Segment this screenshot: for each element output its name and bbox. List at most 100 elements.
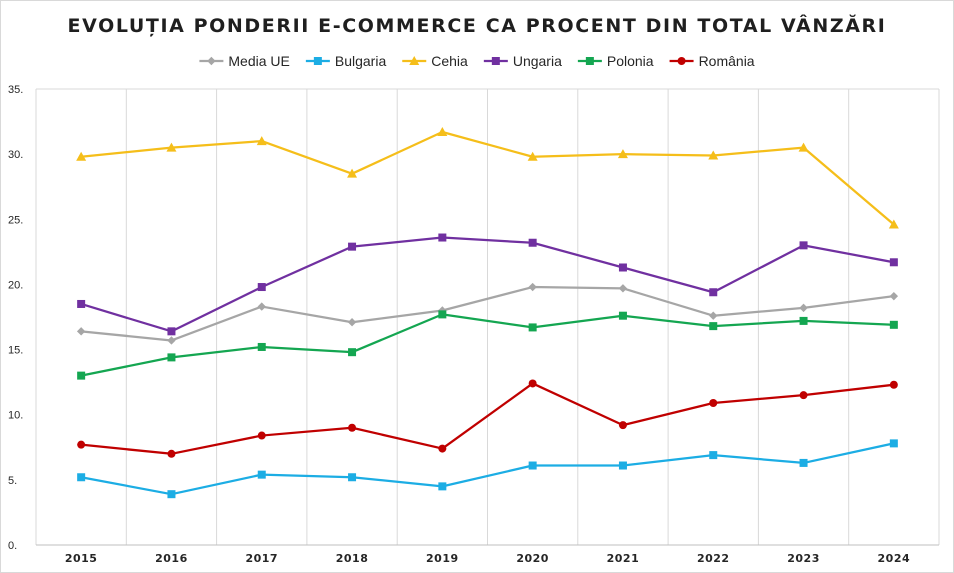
data-point-ungaria	[438, 233, 447, 242]
data-point-polonia	[528, 323, 537, 332]
axes: 0. 5. 10. 15. 20. 25. 30. 35. 2015 2016 2017 2018 20…	[8, 84, 939, 565]
x-tick-label: 2017	[245, 552, 278, 565]
x-tick-label: 2024	[878, 552, 911, 565]
x-tick-label: 2016	[155, 552, 188, 565]
data-point-media-ue	[799, 303, 808, 313]
data-point-ungaria	[77, 299, 86, 308]
data-point-polonia	[709, 322, 718, 331]
data-point-media-ue	[889, 291, 899, 301]
data-point-bulgaria	[167, 490, 176, 499]
series-cehia	[76, 126, 899, 229]
legend-marker	[409, 56, 420, 65]
legend-label: Media UE	[228, 53, 289, 69]
data-point-rom-nia	[799, 391, 808, 400]
y-tick-label: 5.	[8, 475, 17, 487]
legend-label: Polonia	[607, 53, 654, 69]
data-point-polonia	[257, 342, 266, 351]
data-point-media-ue	[257, 302, 266, 311]
series-line-ungaria	[80, 236, 895, 333]
data-point-ungaria	[799, 241, 808, 250]
data-point-bulgaria	[438, 482, 447, 491]
data-point-media-ue	[167, 336, 176, 345]
data-point-ungaria	[528, 238, 537, 247]
legend-marker	[677, 57, 686, 65]
legend-marker	[207, 56, 216, 66]
chart-title: EVOLUȚIA PONDERII E-COMMERCE CA PROCENT …	[68, 13, 887, 37]
series-line-cehia	[81, 130, 895, 226]
legend-item-cehia: Cehia	[402, 53, 468, 69]
y-tick-label: 25.	[8, 214, 23, 226]
legend-marker	[313, 57, 322, 65]
legend-item-polonia: Polonia	[577, 53, 654, 69]
data-point-cehia	[888, 219, 899, 229]
data-point-bulgaria	[889, 439, 898, 448]
data-point-polonia	[167, 353, 176, 362]
x-tick-label: 2021	[607, 552, 640, 565]
y-tick-label: 15.	[8, 345, 23, 357]
legend-marker	[585, 57, 594, 65]
data-point-ungaria	[257, 283, 266, 292]
data-point-polonia	[348, 348, 357, 357]
data-point-rom-nia	[889, 380, 898, 389]
data-point-ungaria	[348, 242, 357, 251]
data-point-ungaria	[618, 263, 627, 272]
legend-label: România	[699, 53, 755, 69]
data-point-cehia	[708, 150, 719, 160]
legend: Media UE Bulgaria Cehia Ungaria Polonia Român…	[199, 53, 755, 69]
y-tick-label: 20.	[8, 279, 23, 291]
data-point-media-ue	[76, 327, 86, 336]
legend-label: Bulgaria	[335, 53, 387, 69]
legend-marker	[491, 57, 500, 65]
data-point-polonia	[77, 371, 86, 380]
series-polonia	[77, 310, 898, 380]
data-point-cehia	[527, 151, 538, 161]
x-tick-label: 2022	[697, 552, 730, 565]
data-point-bulgaria	[709, 451, 718, 460]
data-point-cehia	[617, 149, 628, 159]
x-tick-label: 2020	[516, 552, 549, 565]
data-point-polonia	[618, 311, 627, 320]
data-point-rom-nia	[438, 444, 447, 453]
x-tick-label: 2015	[65, 552, 98, 565]
data-point-rom-nia	[348, 423, 357, 432]
data-point-cehia	[76, 151, 87, 161]
y-tick-label: 0.	[8, 540, 17, 552]
data-point-cehia	[798, 142, 809, 152]
data-point-media-ue	[709, 311, 718, 320]
legend-item-media-ue: Media UE	[199, 53, 290, 69]
data-point-cehia	[256, 136, 267, 146]
data-point-bulgaria	[77, 473, 86, 482]
legend-item-rom-nia: România	[669, 53, 755, 69]
x-tick-label: 2019	[426, 552, 459, 565]
series-line-bulgaria	[80, 442, 895, 496]
legend-label: Ungaria	[513, 53, 562, 69]
data-point-cehia	[437, 126, 448, 136]
data-point-bulgaria	[618, 461, 627, 470]
data-point-bulgaria	[528, 461, 537, 470]
series-line-media-ue	[81, 285, 894, 342]
data-point-polonia	[799, 316, 808, 325]
data-point-rom-nia	[77, 440, 86, 449]
data-point-ungaria	[167, 327, 176, 336]
data-point-cehia	[166, 142, 177, 152]
y-tick-label: 10.	[8, 410, 23, 422]
data-point-media-ue	[528, 282, 537, 292]
y-tick-label: 30.	[8, 149, 23, 161]
series-ungaria	[77, 233, 898, 336]
data-point-cehia	[347, 168, 358, 178]
legend-item-bulgaria: Bulgaria	[305, 53, 387, 69]
x-tick-label: 2023	[787, 552, 820, 565]
series-rom-nia	[77, 379, 898, 458]
data-point-rom-nia	[528, 379, 537, 388]
data-point-rom-nia	[167, 449, 176, 458]
y-tick-label: 35.	[8, 84, 23, 96]
data-point-polonia	[889, 320, 898, 329]
series-bulgaria	[77, 439, 898, 499]
data-point-bulgaria	[799, 458, 808, 467]
data-point-rom-nia	[709, 398, 718, 407]
data-point-polonia	[438, 310, 447, 319]
legend-item-ungaria: Ungaria	[483, 53, 562, 69]
legend-label: Cehia	[431, 53, 468, 69]
data-point-rom-nia	[618, 421, 627, 430]
